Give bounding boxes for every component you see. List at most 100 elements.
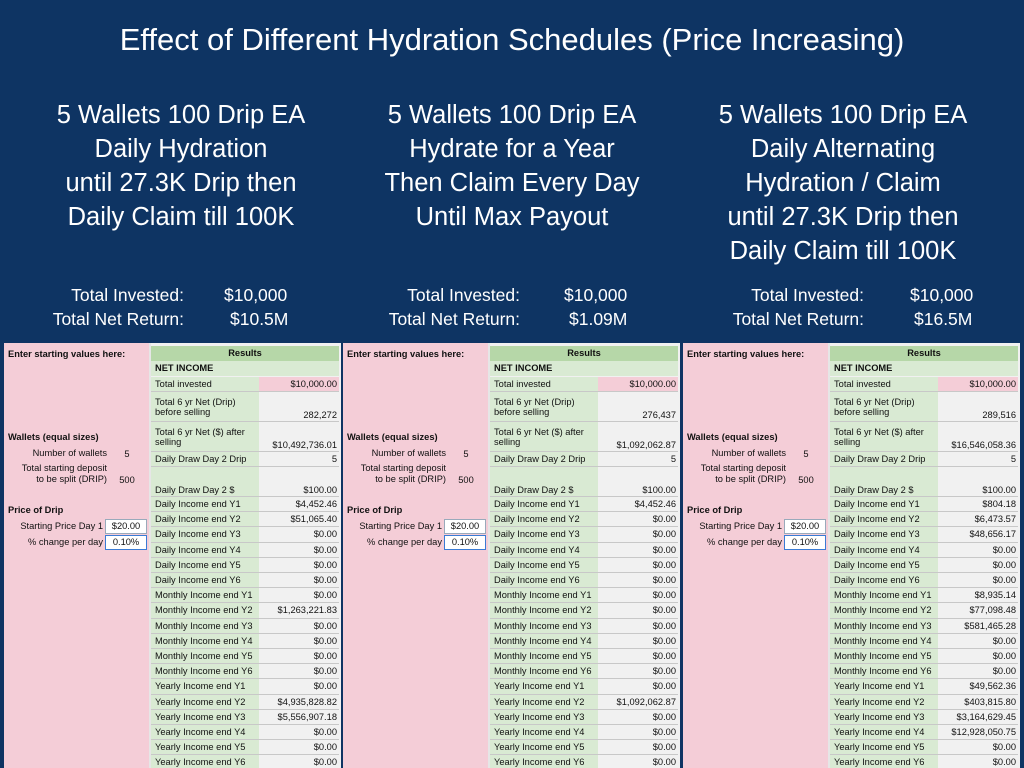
- total-invested-row: Total Invested: $10,000: [340, 283, 680, 307]
- result-row: Daily Income end Y6 $0.00: [830, 573, 1018, 589]
- result-row: Yearly Income end Y3 $0.00: [490, 709, 678, 725]
- deposit-input[interactable]: 500: [798, 475, 814, 485]
- result-label: Daily Income end Y1: [830, 497, 938, 512]
- spreadsheet-2: Enter starting values here: Wallets (equa…: [343, 343, 680, 768]
- result-row: Total invested $10,000.00: [151, 377, 339, 392]
- result-label: Monthly Income end Y6: [830, 664, 938, 679]
- result-value: $0.00: [992, 575, 1016, 586]
- result-value: $0.00: [313, 651, 337, 662]
- pct-change-label: % change per day: [707, 537, 782, 547]
- result-label: Total 6 yr Net ($) after selling: [151, 422, 259, 451]
- net-income-header: NET INCOME: [490, 361, 678, 376]
- pct-change-input[interactable]: 0.10%: [784, 535, 826, 550]
- net-return-row: Total Net Return: $10.5M: [0, 307, 330, 331]
- result-value: $0.00: [652, 727, 676, 738]
- deposit-label-line1: Total starting deposit: [21, 463, 107, 473]
- result-row: Monthly Income end Y1 $8,935.14: [830, 588, 1018, 604]
- result-label: Yearly Income end Y5: [151, 740, 259, 755]
- result-row: Yearly Income end Y6 $0.00: [151, 755, 339, 768]
- result-value: $100.00: [982, 485, 1016, 495]
- slide-title: Effect of Different Hydration Schedules …: [119, 22, 905, 57]
- result-row: Daily Income end Y5 $0.00: [830, 557, 1018, 573]
- result-label: Total 6 yr Net (Drip) before selling: [490, 392, 598, 421]
- pct-change-label: % change per day: [28, 537, 103, 547]
- result-label: Daily Draw Day 2 $: [830, 467, 938, 496]
- result-label: Total 6 yr Net ($) after selling: [490, 422, 598, 451]
- deposit-label-line2: to be split (DRIP): [36, 474, 107, 484]
- result-row: Yearly Income end Y4 $12,928,050.75: [830, 725, 1018, 741]
- result-row: Daily Income end Y2 $51,065.40: [151, 512, 339, 528]
- result-value: $581,465.28: [964, 620, 1016, 631]
- result-row: Monthly Income end Y5 $0.00: [490, 649, 678, 665]
- result-row: Yearly Income end Y3 $5,556,907.18: [151, 709, 339, 725]
- result-value: $12,928,050.75: [951, 727, 1016, 738]
- result-row: Total 6 yr Net (Drip) before selling 289,…: [830, 392, 1018, 422]
- spreadsheet-3: Enter starting values here: Wallets (equa…: [683, 343, 1020, 768]
- start-price-input[interactable]: $20.00: [444, 519, 486, 534]
- result-label: Daily Draw Day 2 $: [490, 467, 598, 496]
- result-row: Yearly Income end Y3 $3,164,629.45: [830, 709, 1018, 725]
- result-row: Yearly Income end Y4 $0.00: [490, 725, 678, 741]
- result-label: Monthly Income end Y4: [490, 633, 598, 648]
- result-label: Daily Income end Y3: [151, 527, 259, 542]
- num-wallets-label: Number of wallets: [711, 448, 786, 458]
- result-label: Monthly Income end Y5: [151, 649, 259, 664]
- result-row: Monthly Income end Y4 $0.00: [830, 633, 1018, 649]
- num-wallets-input[interactable]: 5: [463, 449, 469, 459]
- result-value: $0.00: [992, 635, 1016, 646]
- result-label: Monthly Income end Y4: [830, 633, 938, 648]
- result-label: Monthly Income end Y2: [830, 603, 938, 618]
- result-value: $0.00: [652, 514, 676, 525]
- result-value: $0.00: [652, 681, 676, 692]
- enter-values-label: Enter starting values here:: [347, 349, 465, 359]
- result-value: $6,473.57: [974, 514, 1016, 525]
- total-invested-row: Total Invested: $10,000: [680, 283, 1024, 307]
- result-row: Monthly Income end Y6 $0.00: [151, 664, 339, 680]
- result-value: $0.00: [313, 529, 337, 540]
- start-price-input[interactable]: $20.00: [105, 519, 147, 534]
- results-header: Results: [151, 346, 339, 361]
- result-label: Daily Income end Y1: [151, 497, 259, 512]
- result-row: Total 6 yr Net ($) after selling $1,092,0…: [490, 422, 678, 452]
- column-heading-1: 5 Wallets 100 Drip EA Daily Hydration un…: [16, 98, 346, 234]
- net-income-header: NET INCOME: [151, 361, 339, 376]
- num-wallets-input[interactable]: 5: [803, 449, 809, 459]
- num-wallets-input[interactable]: 5: [124, 449, 130, 459]
- result-row: Daily Income end Y3 $0.00: [490, 527, 678, 543]
- deposit-input[interactable]: 500: [119, 475, 135, 485]
- start-price-input[interactable]: $20.00: [784, 519, 826, 534]
- result-label: Daily Draw Day 2 Drip: [490, 452, 598, 466]
- result-value: $0.00: [313, 590, 337, 601]
- result-row: Yearly Income end Y5 $0.00: [151, 740, 339, 756]
- pct-change-input[interactable]: 0.10%: [105, 535, 147, 550]
- result-row: Yearly Income end Y2 $403,815.80: [830, 694, 1018, 710]
- result-label: Daily Income end Y6: [151, 573, 259, 588]
- input-panel: Enter starting values here: Wallets (equa…: [343, 343, 488, 768]
- result-value: $3,164,629.45: [956, 711, 1016, 722]
- net-return-row: Total Net Return: $16.5M: [680, 307, 1024, 331]
- result-label: Total invested: [151, 377, 259, 391]
- result-label: Yearly Income end Y5: [830, 740, 938, 755]
- results-panel: Results NET INCOME Total invested $10,000.0…: [830, 343, 1020, 768]
- result-label: Yearly Income end Y3: [490, 709, 598, 724]
- deposit-input[interactable]: 500: [458, 475, 474, 485]
- result-value: 5: [670, 454, 676, 464]
- result-label: Daily Income end Y6: [490, 573, 598, 588]
- deposit-label-line1: Total starting deposit: [700, 463, 786, 473]
- result-row: Daily Income end Y1 $804.18: [830, 497, 1018, 513]
- start-price-label: Starting Price Day 1: [699, 521, 782, 531]
- result-row: Yearly Income end Y1 $0.00: [490, 679, 678, 695]
- result-row: Daily Draw Day 2 $ $100.00: [830, 467, 1018, 497]
- result-label: Daily Draw Day 2 $: [151, 467, 259, 496]
- net-return-value: $1.09M: [569, 309, 628, 329]
- total-invested-label: Total Invested:: [407, 285, 520, 305]
- result-row: Total invested $10,000.00: [830, 377, 1018, 392]
- pct-change-input[interactable]: 0.10%: [444, 535, 486, 550]
- result-label: Yearly Income end Y3: [830, 709, 938, 724]
- result-label: Yearly Income end Y2: [490, 694, 598, 709]
- result-label: Monthly Income end Y3: [830, 618, 938, 633]
- result-value: $0.00: [313, 666, 337, 677]
- result-value: $0.00: [313, 742, 337, 753]
- input-panel: Enter starting values here: Wallets (equa…: [4, 343, 149, 768]
- result-row: Monthly Income end Y1 $0.00: [490, 588, 678, 604]
